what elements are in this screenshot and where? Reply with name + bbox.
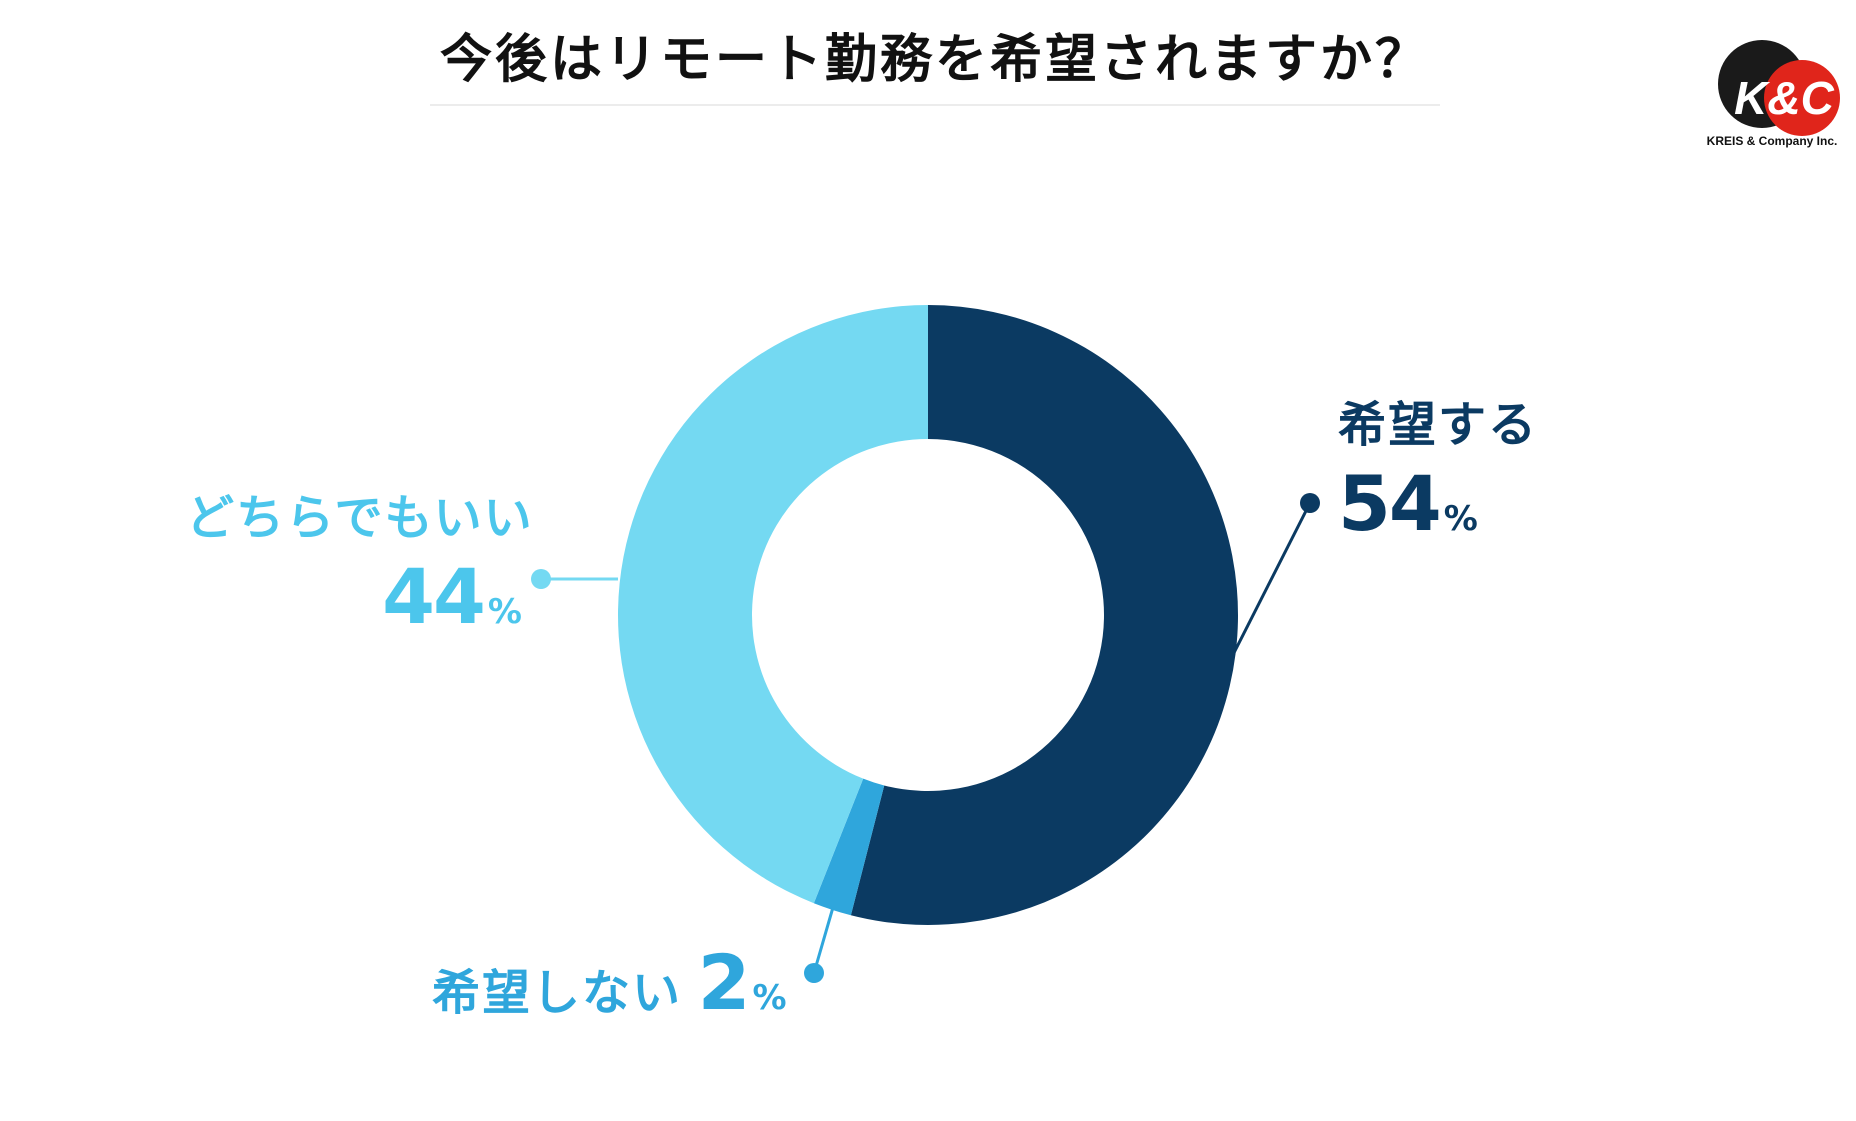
leader-no-wish-line bbox=[812, 907, 835, 974]
slice-unit-either: % bbox=[487, 592, 522, 632]
slice-unit-no-wish: % bbox=[752, 978, 787, 1018]
slice-name-no-wish: 希望しない bbox=[432, 965, 683, 1021]
slice-wish bbox=[850, 305, 1239, 926]
leader-no-wish-dot bbox=[804, 963, 824, 983]
leader-wish-dot bbox=[1300, 493, 1320, 513]
logo-red-circle bbox=[1764, 60, 1840, 136]
slice-value-either: 44 bbox=[382, 552, 486, 641]
slice-label-wish: 希望する 54% bbox=[1338, 385, 1538, 548]
company-logo: K&C bbox=[1700, 22, 1850, 152]
slice-label-no-wish: 希望しない 2% bbox=[432, 938, 787, 1027]
slice-name-wish: 希望する bbox=[1338, 397, 1539, 453]
company-name: KREIS & Company Inc. bbox=[1706, 134, 1838, 148]
slice-value-wish: 54 bbox=[1338, 459, 1442, 548]
slice-unit-wish: % bbox=[1443, 499, 1478, 539]
chart-title: 今後はリモート勤務を希望されますか？ bbox=[439, 30, 1430, 90]
slice-name-either: どちらでもいい bbox=[186, 490, 534, 546]
slice-no-wish bbox=[813, 778, 885, 916]
title-divider bbox=[430, 104, 1440, 106]
logo-mark: K&C bbox=[1734, 72, 1834, 124]
leader-either-dot bbox=[531, 569, 551, 589]
slice-either bbox=[617, 305, 928, 904]
leader-wish-line bbox=[1232, 502, 1312, 655]
slice-value-no-wish: 2 bbox=[697, 938, 751, 1027]
slice-label-either: どちらでもいい 44% bbox=[186, 478, 534, 641]
